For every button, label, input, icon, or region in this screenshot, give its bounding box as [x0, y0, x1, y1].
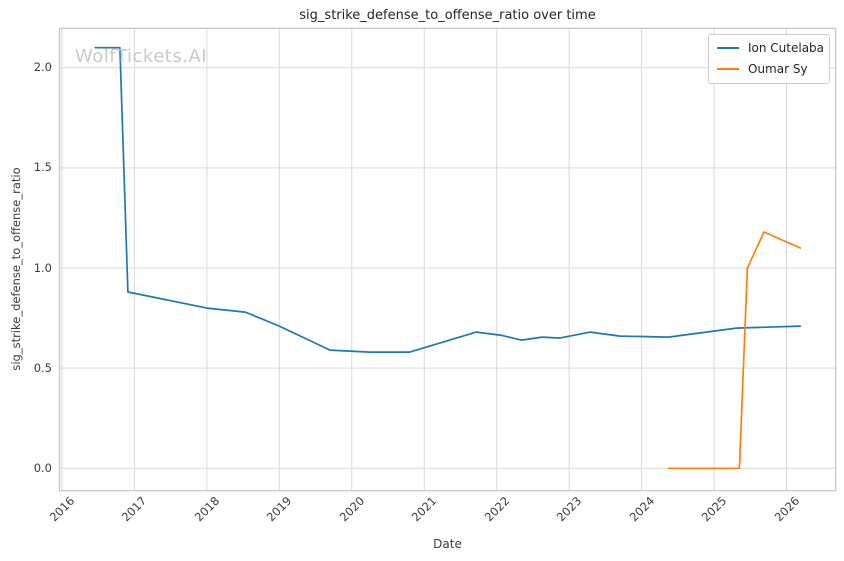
- plot-border: [58, 27, 837, 492]
- series-line-0: [94, 46, 802, 353]
- y-tick-label: 2.0: [33, 60, 52, 75]
- chart-title: sig_strike_defense_to_offense_ratio over…: [299, 8, 596, 23]
- series-line-1: [667, 231, 802, 470]
- legend-line-swatch: [717, 47, 739, 49]
- y-tick-label: 0.0: [33, 460, 52, 475]
- legend-line-swatch: [717, 68, 739, 70]
- y-axis-label: sig_strike_defense_to_offense_ratio: [9, 167, 23, 371]
- legend-label: Oumar Sy: [748, 62, 808, 76]
- x-axis-label: Date: [433, 537, 462, 551]
- legend-item: Oumar Sy: [717, 62, 821, 76]
- legend-item: Ion Cutelaba: [717, 41, 825, 55]
- legend-label: Ion Cutelaba: [748, 41, 825, 55]
- legend: Ion Cutelaba Oumar Sy: [708, 34, 830, 84]
- y-tick-label: 1.5: [33, 160, 52, 175]
- watermark: WolfTickets.AI: [75, 46, 208, 67]
- y-tick-label: 1.0: [33, 260, 52, 275]
- y-tick-label: 0.5: [33, 360, 52, 375]
